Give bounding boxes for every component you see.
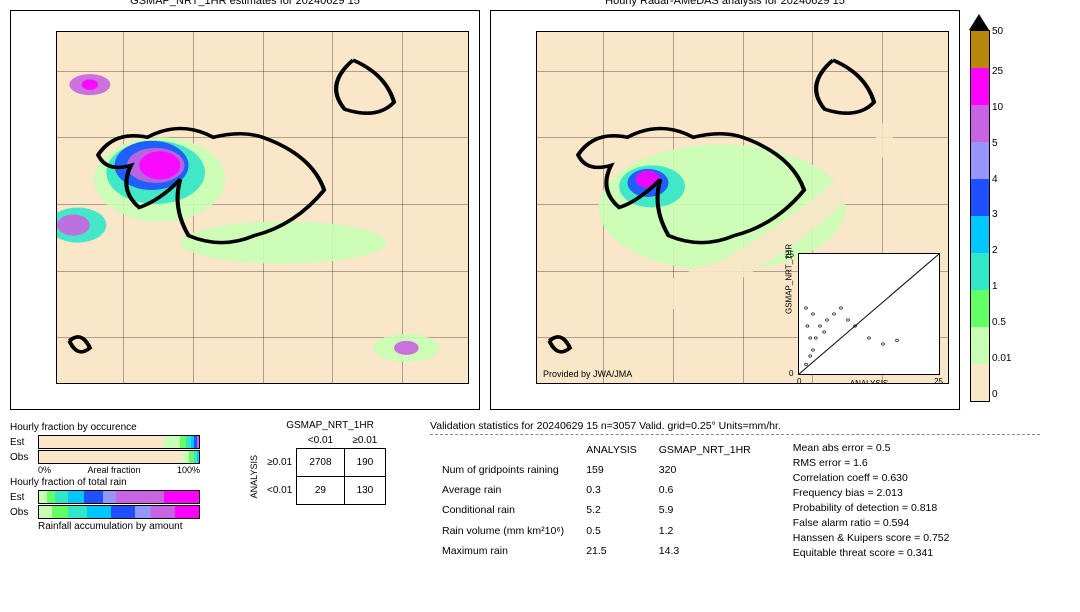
table-row: Maximum rain21.514.3 xyxy=(432,542,761,560)
validation-table: ANALYSIS GSMAP_NRT_1HR Num of gridpoints… xyxy=(430,439,763,562)
metric-line: Equitable threat score = 0.341 xyxy=(793,547,950,559)
metric-line: Probability of detection = 0.818 xyxy=(793,502,950,514)
map-gsmap-plot: 45°N 40°N 35°N 30°N 25°N 125°E 130°E 135… xyxy=(56,31,469,384)
dashboard: GSMAP_NRT_1HR estimates for 20240629 15 xyxy=(10,10,1070,600)
metric-line: Mean abs error = 0.5 xyxy=(793,442,950,454)
contingency-col-title: GSMAP_NRT_1HR xyxy=(245,420,415,431)
contingency-block: GSMAP_NRT_1HR <0.01 ≥0.01 ANALYSIS ≥0.01… xyxy=(245,420,415,600)
table-row: Rain volume (mm km²10⁶)0.51.2 xyxy=(432,522,761,540)
fraction-bar-row: Est xyxy=(10,490,230,504)
fraction-footer: Rainfall accumulation by amount xyxy=(38,521,230,532)
validation-title: Validation statistics for 20240629 15 n=… xyxy=(430,420,1040,435)
metric-line: False alarm ratio = 0.594 xyxy=(793,517,950,529)
validation-metrics: Mean abs error = 0.5 RMS error = 1.6 Corre… xyxy=(793,439,950,562)
contingency-table: <0.01 ≥0.01 ANALYSIS ≥0.01 2708 190 <0.0… xyxy=(245,433,386,505)
table-row: Average rain0.30.6 xyxy=(432,481,761,499)
fraction-bar-row: Est xyxy=(10,435,230,449)
provided-by-label: Provided by JWA/JMA xyxy=(543,369,632,379)
fraction-totalrain-title: Hourly fraction of total rain xyxy=(10,477,230,488)
metric-line: Frequency bias = 2.013 xyxy=(793,487,950,499)
bottom-panel: Hourly fraction by occurence EstObs 0% A… xyxy=(10,420,1040,600)
fraction-block: Hourly fraction by occurence EstObs 0% A… xyxy=(10,420,230,600)
metric-line: Hanssen & Kuipers score = 0.752 xyxy=(793,532,950,544)
map-radar: Hourly Radar-AMeDAS analysis for 2024062… xyxy=(490,10,960,410)
fraction-bar-row: Obs xyxy=(10,505,230,519)
map-gsmap-title: GSMAP_NRT_1HR estimates for 20240629 15 xyxy=(130,0,360,7)
colorbar-overflow-icon xyxy=(969,14,989,30)
fraction-occurrence-title: Hourly fraction by occurence xyxy=(10,422,230,433)
map-gsmap: GSMAP_NRT_1HR estimates for 20240629 15 xyxy=(10,10,480,410)
fraction-bar-row: Obs xyxy=(10,450,230,464)
scatter-inset: ANALYSIS GSMAP_NRT_1HR 0 25 25 0 xyxy=(798,253,940,375)
map-radar-plot: 45°N 40°N 35°N 30°N 25°N 125°E 130°E 135… xyxy=(536,31,949,384)
table-row: Num of gridpoints raining159320 xyxy=(432,461,761,479)
metric-line: Correlation coeff = 0.630 xyxy=(793,472,950,484)
scatter-xlabel: ANALYSIS xyxy=(850,379,889,384)
colorbar: 502510543210.50.010 xyxy=(970,10,1040,410)
metric-line: RMS error = 1.6 xyxy=(793,457,950,469)
validation-block: Validation statistics for 20240629 15 n=… xyxy=(430,420,1040,600)
map-radar-title: Hourly Radar-AMeDAS analysis for 2024062… xyxy=(605,0,845,7)
table-row: Conditional rain5.25.9 xyxy=(432,501,761,519)
